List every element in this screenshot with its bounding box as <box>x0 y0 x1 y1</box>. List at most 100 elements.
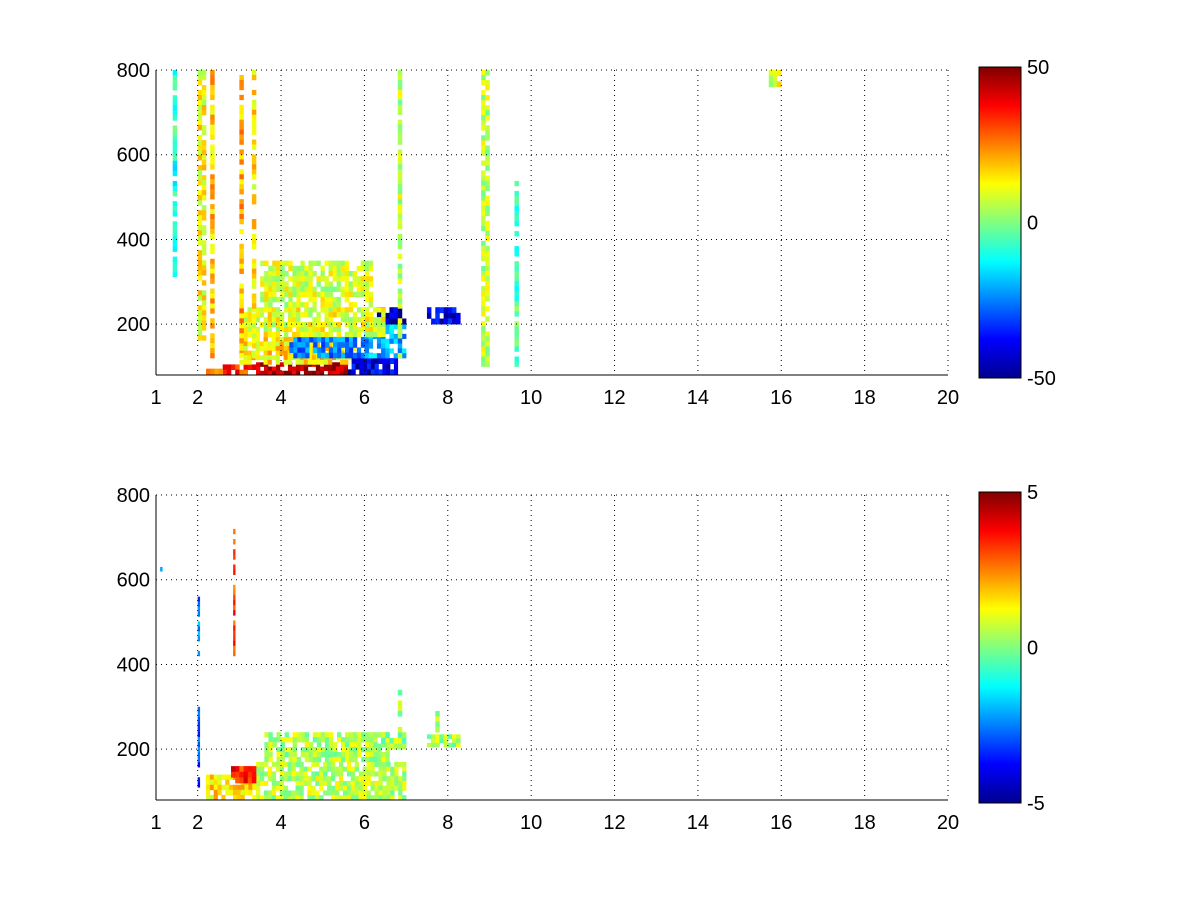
heatmap-cell <box>201 205 207 211</box>
heatmap-cell <box>307 776 312 782</box>
heatmap-cell <box>327 776 332 782</box>
heatmap-cell <box>263 326 269 333</box>
heatmap-cell <box>210 194 215 200</box>
heatmap-cell <box>376 743 382 750</box>
heatmap-cell <box>312 322 317 328</box>
heatmap-cell <box>235 369 240 375</box>
heatmap-cell <box>349 747 354 753</box>
heatmap-cell <box>319 359 325 365</box>
heatmap-cell <box>263 780 269 787</box>
heatmap-cell <box>323 776 328 782</box>
heatmap-cell <box>304 286 309 292</box>
heatmap-cell <box>345 756 350 763</box>
heatmap-cell <box>328 302 333 308</box>
heatmap-cell <box>233 539 236 545</box>
heatmap-cell <box>243 350 248 356</box>
heatmap-cell <box>340 276 345 282</box>
heatmap-cell <box>201 100 207 106</box>
heatmap-cell <box>288 260 293 267</box>
heatmap-cell <box>397 214 403 220</box>
heatmap-cell <box>275 795 281 800</box>
heatmap-cell <box>239 214 244 220</box>
heatmap-cell <box>328 265 333 272</box>
heatmap-cell <box>276 276 281 282</box>
heatmap-cell <box>398 761 403 767</box>
heatmap-cell <box>268 281 273 287</box>
heatmap-cell <box>268 370 273 375</box>
heatmap-cell <box>292 732 297 738</box>
heatmap-cell <box>267 771 273 777</box>
heatmap-cell <box>292 286 297 292</box>
heatmap-cell <box>197 155 203 161</box>
heatmap-cell <box>303 771 308 777</box>
heatmap-cell <box>288 286 293 292</box>
heatmap-cell <box>252 794 257 800</box>
heatmap-cell <box>364 336 370 343</box>
heatmap-cell <box>236 794 241 800</box>
heatmap-cell <box>172 206 178 212</box>
colorbar-tick-label: -5 <box>1027 793 1045 815</box>
heatmap-cell <box>197 75 203 81</box>
heatmap-cell <box>172 80 178 86</box>
heatmap-cell <box>357 742 362 748</box>
heatmap-cell <box>307 780 312 787</box>
heatmap-cell <box>481 220 486 227</box>
heatmap-cell <box>331 776 336 782</box>
heatmap-cell <box>307 785 312 791</box>
heatmap-cell <box>239 353 244 359</box>
heatmap-cell <box>365 747 370 753</box>
heatmap-cell <box>381 312 386 318</box>
heatmap-cell <box>240 784 245 791</box>
heatmap-cell <box>243 312 248 318</box>
heatmap-cell <box>226 364 232 371</box>
heatmap-cell <box>271 771 277 777</box>
heatmap-cell <box>344 342 350 348</box>
heatmap-cell <box>206 794 211 800</box>
heatmap-cell <box>251 194 257 200</box>
heatmap-cell <box>229 784 234 791</box>
heatmap-cell <box>296 317 301 323</box>
heatmap-cell <box>340 260 345 267</box>
heatmap-cell <box>291 776 296 782</box>
heatmap-cell <box>263 331 269 338</box>
heatmap-cell <box>394 785 399 791</box>
heatmap-cell <box>271 776 277 782</box>
heatmap-cell <box>284 260 289 267</box>
heatmap-cell <box>316 276 321 282</box>
heatmap-cell <box>251 338 257 344</box>
heatmap-cell <box>397 199 403 205</box>
heatmap-cell <box>332 747 338 753</box>
heatmap-cell <box>267 326 273 333</box>
heatmap-cell <box>324 296 329 303</box>
heatmap-cell <box>320 732 326 738</box>
heatmap-cell <box>263 336 268 342</box>
heatmap-cell <box>323 790 328 796</box>
heatmap-cell <box>279 317 285 323</box>
heatmap-cell <box>377 317 382 323</box>
heatmap-cell <box>210 233 215 240</box>
heatmap-cell <box>397 179 403 185</box>
heatmap-cell <box>276 296 281 303</box>
heatmap-cell <box>373 751 378 758</box>
heatmap-cell <box>239 323 244 329</box>
heatmap-cell <box>485 175 490 181</box>
heatmap-cell <box>374 761 379 767</box>
heatmap-cell <box>360 291 366 298</box>
heatmap-cell <box>349 732 354 738</box>
heatmap-cell <box>353 751 358 758</box>
heatmap-cell <box>239 298 244 304</box>
heatmap-cell <box>283 790 288 796</box>
heatmap-cell <box>435 726 440 733</box>
heatmap-cell <box>233 584 236 591</box>
heatmap-cell <box>370 761 375 767</box>
heatmap-cell <box>336 312 341 318</box>
heatmap-cell <box>229 789 234 796</box>
heatmap-cell <box>323 359 329 365</box>
heatmap-cell <box>393 737 399 744</box>
heatmap-cell <box>451 312 457 319</box>
heatmap-cell <box>172 241 178 247</box>
heatmap-cell <box>341 742 346 748</box>
heatmap-cell <box>311 785 316 791</box>
heatmap-cell <box>251 223 257 230</box>
heatmap-cell <box>397 89 403 96</box>
